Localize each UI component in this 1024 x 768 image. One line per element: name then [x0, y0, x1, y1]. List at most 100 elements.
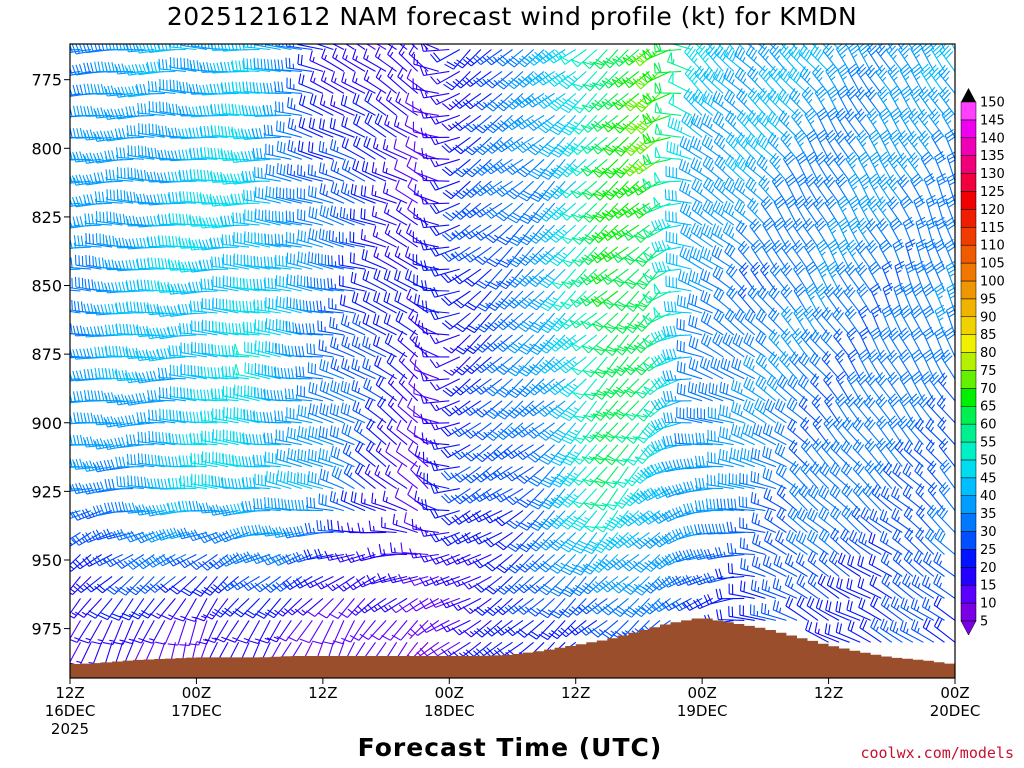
wind-barb — [749, 218, 766, 248]
wind-barb — [525, 70, 555, 86]
wind-barb — [70, 642, 92, 667]
wind-barb — [145, 504, 176, 517]
wind-barb — [743, 332, 766, 358]
wind-barb — [621, 488, 650, 507]
wind-barb — [632, 180, 661, 196]
wind-barb — [795, 530, 819, 555]
wind-barb — [483, 641, 513, 658]
wind-barb — [548, 400, 577, 420]
wind-barb — [168, 191, 197, 204]
wind-barb — [875, 437, 893, 468]
wind-barb — [451, 510, 482, 525]
wind-barb — [844, 108, 861, 138]
wind-barb — [70, 598, 71, 600]
wind-barb — [921, 574, 945, 599]
wind-barb — [837, 63, 851, 94]
wind-barb — [387, 373, 408, 402]
wind-barb — [771, 173, 787, 204]
wind-barb — [265, 185, 292, 204]
wind-barb — [785, 596, 808, 621]
wind-barb — [858, 173, 872, 204]
wind-barb — [549, 115, 577, 136]
wind-barb — [603, 356, 629, 378]
wind-barb — [610, 532, 640, 549]
wind-barb — [265, 471, 292, 490]
wind-barb — [221, 234, 250, 248]
wind-barb — [739, 604, 766, 621]
wind-barb — [482, 488, 513, 502]
wind-barb — [189, 432, 218, 446]
wind-barb — [178, 169, 208, 182]
wind-barb — [911, 348, 924, 380]
wind-barb — [200, 278, 229, 292]
wind-barb — [452, 70, 482, 89]
wind-barb — [84, 213, 113, 226]
wind-barb — [934, 151, 947, 182]
wind-barb — [920, 371, 935, 402]
wind-barb — [881, 573, 903, 599]
wind-barb — [421, 499, 450, 512]
colorbar-label: 65 — [980, 400, 997, 415]
wind-barb — [653, 283, 682, 295]
wind-barb — [450, 532, 482, 545]
wind-barb — [146, 44, 176, 53]
colorbar-label: 55 — [980, 436, 997, 451]
wind-barb — [414, 335, 440, 358]
wind-barb — [847, 348, 861, 380]
wind-barb — [899, 107, 914, 138]
wind-barb — [450, 553, 482, 565]
wind-barb — [199, 105, 229, 117]
wind-barb — [740, 447, 766, 468]
wind-barb — [549, 422, 577, 444]
wind-barb — [298, 73, 324, 94]
wind-barb — [419, 239, 450, 251]
wind-barb — [297, 274, 324, 292]
wind-barb — [922, 282, 935, 314]
wind-barb — [142, 620, 166, 644]
wind-barb — [349, 620, 376, 641]
y-tick-label: 850 — [31, 277, 62, 296]
wind-barb — [451, 400, 482, 416]
wind-barb — [286, 187, 313, 204]
wind-barb — [735, 132, 756, 160]
colorbar-swatch — [960, 280, 977, 300]
wind-barb — [504, 619, 534, 637]
wind-barb — [494, 422, 524, 441]
wind-barb — [775, 463, 798, 490]
wind-barb — [303, 576, 334, 589]
wind-barb — [739, 472, 766, 490]
credit-link[interactable]: coolwx.com/models — [860, 744, 1014, 762]
wind-barb — [650, 417, 682, 431]
wind-barb — [926, 504, 945, 533]
wind-barb — [750, 447, 777, 468]
wind-barb — [712, 265, 735, 292]
wind-barb — [297, 251, 324, 270]
y-tick-label: 775 — [31, 71, 62, 90]
wind-barb — [352, 159, 376, 182]
wind-barb — [622, 180, 650, 197]
wind-barb — [529, 488, 556, 510]
colorbar-swatch — [960, 101, 977, 121]
wind-barb — [927, 482, 945, 511]
wind-barb — [559, 510, 587, 530]
wind-barb — [798, 396, 819, 424]
wind-barb — [135, 44, 165, 54]
wind-barb — [750, 471, 777, 490]
wind-barb — [115, 44, 144, 51]
wind-barb — [892, 238, 905, 270]
wind-barb — [844, 393, 861, 424]
wind-barb — [842, 416, 861, 446]
wind-barb — [297, 164, 324, 182]
wind-barb — [678, 158, 703, 182]
wind-barb — [317, 320, 344, 336]
wind-barb — [887, 64, 903, 94]
wind-barb — [589, 597, 619, 615]
wind-barb — [887, 371, 903, 402]
wind-barb — [894, 439, 914, 468]
wind-barb — [504, 92, 534, 110]
colorbar-swatch — [960, 549, 977, 568]
wind-barb — [835, 622, 861, 643]
wind-barb — [254, 186, 281, 204]
wind-barb — [493, 444, 524, 460]
